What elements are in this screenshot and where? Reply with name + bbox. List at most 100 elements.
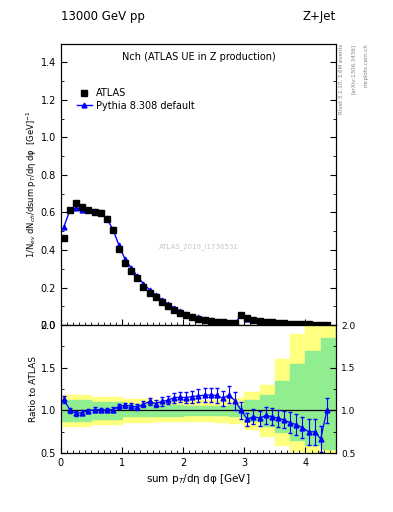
ATLAS <box>129 268 134 274</box>
ATLAS <box>98 210 103 217</box>
Pythia 8.308 default <box>74 205 79 211</box>
Pythia 8.308 default <box>184 311 189 317</box>
Text: mcplots.cern.ch: mcplots.cern.ch <box>364 44 369 88</box>
Pythia 8.308 default <box>227 319 231 326</box>
ATLAS <box>92 209 97 216</box>
Pythia 8.308 default <box>68 206 72 213</box>
Pythia 8.308 default <box>123 257 127 263</box>
ATLAS <box>147 290 152 296</box>
ATLAS <box>190 314 195 320</box>
ATLAS <box>325 322 329 328</box>
Pythia 8.308 default <box>129 265 134 271</box>
Pythia 8.308 default <box>110 226 115 232</box>
ATLAS <box>318 322 323 328</box>
Pythia 8.308 default <box>178 308 182 314</box>
Pythia 8.308 default <box>117 242 121 248</box>
Pythia 8.308 default <box>239 312 244 318</box>
Pythia 8.308 default <box>300 322 305 328</box>
Line: Pythia 8.308 default: Pythia 8.308 default <box>62 205 329 327</box>
Pythia 8.308 default <box>141 281 146 287</box>
Pythia 8.308 default <box>92 208 97 215</box>
ATLAS <box>300 321 305 327</box>
ATLAS <box>184 312 189 318</box>
Pythia 8.308 default <box>251 317 256 323</box>
Text: 13000 GeV pp: 13000 GeV pp <box>61 10 145 23</box>
ATLAS <box>160 299 164 305</box>
Pythia 8.308 default <box>208 317 213 323</box>
Pythia 8.308 default <box>153 292 158 298</box>
Pythia 8.308 default <box>215 318 219 325</box>
Pythia 8.308 default <box>62 223 66 229</box>
Line: ATLAS: ATLAS <box>61 200 330 328</box>
ATLAS <box>215 319 219 325</box>
ATLAS <box>251 317 256 323</box>
Pythia 8.308 default <box>105 216 109 222</box>
ATLAS <box>270 319 274 326</box>
ATLAS <box>220 319 225 326</box>
Pythia 8.308 default <box>172 305 176 311</box>
Pythia 8.308 default <box>245 316 250 322</box>
ATLAS <box>208 318 213 324</box>
Pythia 8.308 default <box>160 296 164 303</box>
ATLAS <box>263 319 268 325</box>
Legend: ATLAS, Pythia 8.308 default: ATLAS, Pythia 8.308 default <box>74 85 198 114</box>
Pythia 8.308 default <box>202 316 207 322</box>
Pythia 8.308 default <box>282 321 286 327</box>
Pythia 8.308 default <box>80 206 84 213</box>
ATLAS <box>233 321 237 327</box>
ATLAS <box>196 315 201 322</box>
ATLAS <box>86 206 91 213</box>
ATLAS <box>74 200 79 206</box>
ATLAS <box>110 227 115 233</box>
Pythia 8.308 default <box>86 207 91 214</box>
Pythia 8.308 default <box>325 322 329 328</box>
Pythia 8.308 default <box>190 313 195 319</box>
ATLAS <box>172 307 176 313</box>
Pythia 8.308 default <box>306 322 311 328</box>
Text: ATLAS_2019_I1736531: ATLAS_2019_I1736531 <box>158 243 239 250</box>
ATLAS <box>312 322 317 328</box>
Pythia 8.308 default <box>147 287 152 293</box>
Pythia 8.308 default <box>165 301 170 307</box>
Pythia 8.308 default <box>233 320 237 326</box>
ATLAS <box>135 275 140 281</box>
ATLAS <box>306 322 311 328</box>
Text: [arXiv:1306.3436]: [arXiv:1306.3436] <box>351 44 356 94</box>
Pythia 8.308 default <box>257 318 262 325</box>
ATLAS <box>68 206 72 213</box>
ATLAS <box>288 321 292 327</box>
ATLAS <box>227 320 231 326</box>
ATLAS <box>275 320 280 326</box>
Pythia 8.308 default <box>263 319 268 325</box>
Y-axis label: Ratio to ATLAS: Ratio to ATLAS <box>29 356 38 422</box>
ATLAS <box>245 315 250 321</box>
ATLAS <box>153 294 158 301</box>
ATLAS <box>202 317 207 323</box>
ATLAS <box>123 260 127 266</box>
ATLAS <box>178 310 182 316</box>
ATLAS <box>62 234 66 241</box>
Pythia 8.308 default <box>270 319 274 326</box>
ATLAS <box>117 246 121 252</box>
ATLAS <box>239 312 244 318</box>
Pythia 8.308 default <box>275 320 280 326</box>
Text: Nch (ATLAS UE in Z production): Nch (ATLAS UE in Z production) <box>121 52 275 62</box>
ATLAS <box>294 321 299 327</box>
Pythia 8.308 default <box>98 209 103 216</box>
ATLAS <box>165 303 170 309</box>
Text: Z+Jet: Z+Jet <box>303 10 336 23</box>
Pythia 8.308 default <box>220 319 225 325</box>
Pythia 8.308 default <box>288 321 292 327</box>
ATLAS <box>105 216 109 222</box>
Y-axis label: 1/N$_{ev}$ dN$_{ch}$/dsum p$_T$/dη dφ  [GeV]$^{-1}$: 1/N$_{ev}$ dN$_{ch}$/dsum p$_T$/dη dφ [G… <box>25 111 39 258</box>
Text: Rivet 3.1.10, 3.6M events: Rivet 3.1.10, 3.6M events <box>339 44 344 114</box>
ATLAS <box>282 321 286 327</box>
Pythia 8.308 default <box>196 314 201 321</box>
ATLAS <box>257 318 262 324</box>
X-axis label: sum p$_T$/dη dφ [GeV]: sum p$_T$/dη dφ [GeV] <box>146 472 251 486</box>
Pythia 8.308 default <box>318 322 323 328</box>
Pythia 8.308 default <box>135 273 140 280</box>
ATLAS <box>80 204 84 210</box>
ATLAS <box>141 284 146 290</box>
Pythia 8.308 default <box>312 322 317 328</box>
